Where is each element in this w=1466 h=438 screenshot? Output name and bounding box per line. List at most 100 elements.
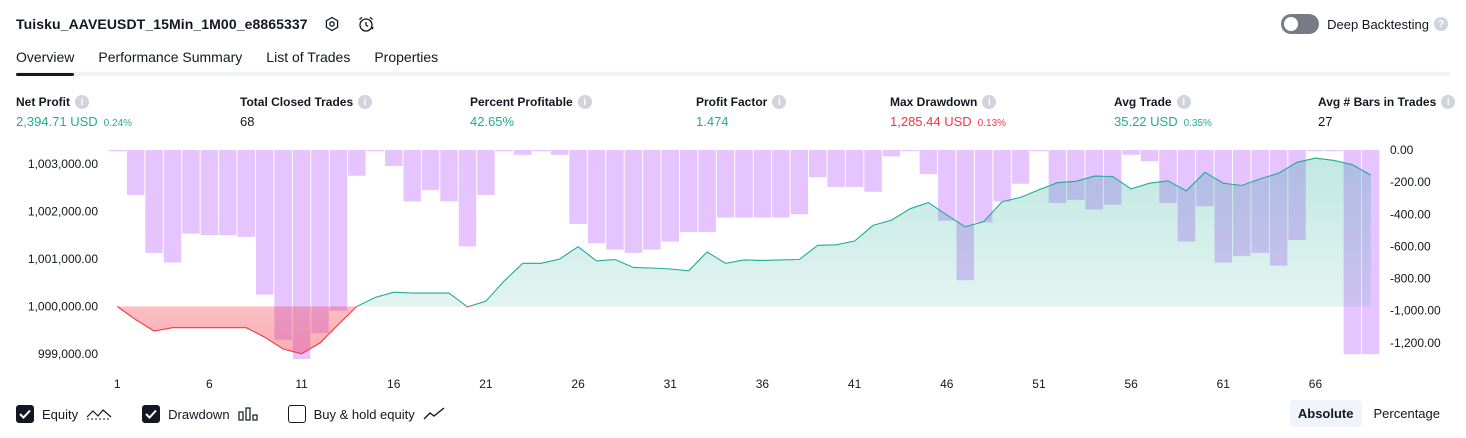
drawdown-bar [606,150,624,250]
info-icon[interactable]: i [75,95,89,109]
drawdown-bar [182,150,200,234]
info-icon[interactable]: i [1441,95,1456,109]
x-axis: 1 6 11 16 21 26 31 36 41 46 51 56 61 66 [114,377,1323,391]
metric-value: 1.474 [696,114,729,129]
buy-hold-checkbox[interactable] [287,405,306,423]
drawdown-bar [864,150,882,192]
metric-value: 27 [1318,114,1333,129]
drawdown-bar [827,150,845,187]
drawdown-bar [385,150,403,167]
drawdown-bar [311,150,329,334]
deep-backtesting-label: Deep Backtesting [1327,16,1429,32]
legend-drawdown-label: Drawdown [168,406,230,422]
metric-label: Total Closed Trades [240,95,354,109]
metric-label: Profit Factor [696,95,768,109]
drawdown-bar [1140,150,1159,162]
legend-buy-hold-label: Buy & hold equity [313,406,415,422]
left-axis-tick-label: 1,001,000.00 [28,252,98,266]
settings-icon[interactable] [322,14,342,34]
drawdown-bar [108,150,126,152]
drawdown-checkbox[interactable] [142,405,161,423]
drawdown-bars-icon [237,407,258,421]
drawdown-bar [1011,150,1030,184]
equity-drawdown-chart[interactable]: 1,003,000.00 1,002,000.00 1,001,000.00 1,00… [0,140,1466,400]
drawdown-bar [421,150,440,191]
metric-total-closed-trades: Total Closed Trades i 68 [240,94,373,129]
right-axis-tick-label: -800.00 [1390,272,1431,286]
x-axis-tick-label: 41 [848,377,862,391]
left-axis-tick-label: 1,003,000.00 [28,157,98,171]
right-axis: 0.00 -200.00 -400.00 -600.00 -800.00 -1,000.0… [1390,143,1441,350]
drawdown-bar [772,150,790,218]
absolute-button[interactable]: Absolute [1289,400,1362,427]
tab-bar: Overview Performance Summary List of Tra… [16,44,1450,76]
tab-overview[interactable]: Overview [16,44,75,76]
legend-drawdown[interactable]: Drawdown [142,405,258,423]
metric-avg-bars-in-trades: Avg # Bars in Trades i 27 [1318,94,1456,129]
deep-backtesting-toggle[interactable] [1281,14,1320,34]
x-axis-tick-label: 21 [479,377,493,391]
metric-value: 1,285.44 USD [890,114,972,129]
info-icon[interactable]: i [577,95,592,109]
right-axis-tick-label: -400.00 [1390,207,1431,221]
equity-checkbox[interactable] [16,405,34,423]
info-icon[interactable]: i [982,95,997,109]
drawdown-bar [735,150,753,218]
tab-list-of-trades[interactable]: List of Trades [266,49,351,65]
metric-label: Net Profit [16,95,70,109]
drawdown-bar [938,150,956,221]
percentage-button[interactable]: Percentage [1373,406,1441,421]
help-icon[interactable]: ? [1434,17,1448,31]
left-axis-tick-label: 999,000.00 [38,347,98,361]
metric-label: Max Drawdown [890,95,978,109]
drawdown-bar [550,150,569,155]
drawdown-bar [809,150,827,178]
metric-percent: 0.13% [977,118,1007,129]
tab-performance-summary[interactable]: Performance Summary [98,49,243,65]
x-axis-tick-label: 66 [1309,377,1323,391]
drawdown-bar [458,150,477,247]
alert-clock-icon[interactable] [356,14,376,34]
x-axis-tick-label: 6 [206,377,213,391]
x-axis-tick-label: 31 [664,377,678,391]
equity-line-icon [86,407,112,421]
drawdown-bar [1325,150,1343,152]
strategy-title: Tuisku_AAVEUSDT_15Min_1M00_e8865337 [16,16,308,32]
info-icon[interactable]: i [358,95,373,109]
deep-backtesting: Deep Backtesting ? [1281,14,1448,34]
drawdown-bar [366,150,385,152]
drawdown-bar [919,150,938,175]
drawdown-bar [200,150,219,236]
toggle-knob [1284,17,1299,31]
metric-value: 2,394.71 USD [16,114,98,129]
drawdown-bar [790,150,809,215]
strategy-header: Tuisku_AAVEUSDT_15Min_1M00_e8865337 [16,12,376,36]
drawdown-bar [1030,150,1048,152]
drawdown-bar [716,150,735,218]
info-icon[interactable]: i [772,95,787,109]
drawdown-bar [274,150,292,340]
drawdown-bar [145,150,163,253]
drawdown-bar [587,150,606,244]
left-axis-tick-label: 1,002,000.00 [28,205,98,219]
legend-equity[interactable]: Equity [16,405,112,423]
chart-legend: Equity Drawdown Buy & hold equity [16,403,475,425]
info-icon[interactable]: i [1176,95,1191,109]
drawdown-bar [974,150,993,223]
metric-value: 35.22 USD [1114,114,1178,129]
drawdown-bar [753,150,772,218]
drawdown-bar [163,150,182,263]
equity-profit-area [356,158,1371,307]
x-axis-tick-label: 46 [940,377,954,391]
equity-series [116,157,1372,355]
metric-avg-trade: Avg Trade i 35.22 USD 0.35% [1114,94,1212,129]
drawdown-bar [993,150,1011,202]
drawdown-bar [1306,150,1325,152]
drawdown-bar [219,150,237,236]
x-axis-tick-label: 51 [1032,377,1046,391]
tab-properties[interactable]: Properties [374,49,439,65]
metric-label: Avg # Bars in Trades [1318,95,1437,109]
legend-buy-hold[interactable]: Buy & hold equity [287,405,445,423]
drawdown-bar [643,150,661,250]
right-axis-tick-label: -600.00 [1390,239,1431,253]
